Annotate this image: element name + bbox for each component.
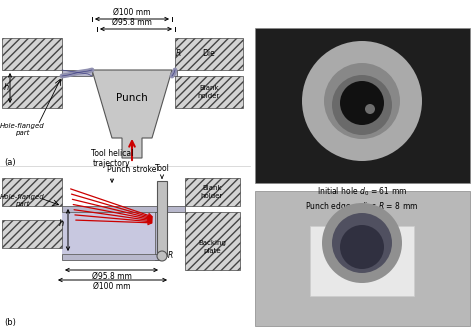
Bar <box>62 70 92 76</box>
Text: Blank
holder: Blank holder <box>201 185 223 199</box>
Text: Ø100 mm: Ø100 mm <box>113 8 151 17</box>
Text: Initial hole $d_0$ = 61 mm
Tool radius $R$ = 8 mm: Initial hole $d_0$ = 61 mm Tool radius $… <box>317 329 407 331</box>
Text: Tool: Tool <box>155 164 169 173</box>
Circle shape <box>322 203 402 283</box>
Bar <box>2 38 62 70</box>
Bar <box>175 76 243 108</box>
Text: R: R <box>168 251 173 260</box>
Bar <box>175 38 243 70</box>
Circle shape <box>340 225 384 269</box>
Bar <box>172 70 177 76</box>
Circle shape <box>332 213 392 273</box>
Text: R: R <box>176 49 181 58</box>
Text: Hole-flanged
part: Hole-flanged part <box>0 123 45 136</box>
Text: Ø95.8 mm: Ø95.8 mm <box>112 18 152 27</box>
Bar <box>2 220 62 248</box>
Bar <box>2 76 62 108</box>
Bar <box>155 212 161 260</box>
Bar <box>185 178 240 206</box>
Text: Ø100 mm: Ø100 mm <box>93 282 131 291</box>
Text: (b): (b) <box>4 318 16 327</box>
Text: h: h <box>3 83 9 92</box>
Text: Die: Die <box>202 50 215 59</box>
Ellipse shape <box>157 251 167 261</box>
Bar <box>2 178 62 206</box>
Text: Backing
plate: Backing plate <box>198 241 226 254</box>
Bar <box>185 212 240 270</box>
Circle shape <box>365 104 375 114</box>
Text: Blank
holder: Blank holder <box>198 85 220 99</box>
Text: (a): (a) <box>4 159 16 167</box>
Circle shape <box>324 63 400 139</box>
Circle shape <box>302 41 422 161</box>
Bar <box>62 254 162 260</box>
Text: Punch: Punch <box>116 93 148 103</box>
Text: Initial hole $d_0$ = 61 mm
Punch edge radius $R$ = 8 mm: Initial hole $d_0$ = 61 mm Punch edge ra… <box>305 186 419 213</box>
Bar <box>62 213 155 254</box>
Bar <box>157 181 167 256</box>
Circle shape <box>332 75 392 135</box>
Circle shape <box>340 81 384 125</box>
Bar <box>255 28 470 183</box>
Polygon shape <box>92 70 172 158</box>
Bar <box>255 191 470 326</box>
Bar <box>62 206 185 212</box>
Bar <box>310 226 414 296</box>
Text: h: h <box>59 218 64 227</box>
Text: Punch stroke: Punch stroke <box>107 165 157 174</box>
Text: Ø95.8 mm: Ø95.8 mm <box>92 272 132 281</box>
Text: Hole-flanged
part: Hole-flanged part <box>0 194 45 207</box>
Text: Tool helical
trajectory: Tool helical trajectory <box>91 149 133 168</box>
